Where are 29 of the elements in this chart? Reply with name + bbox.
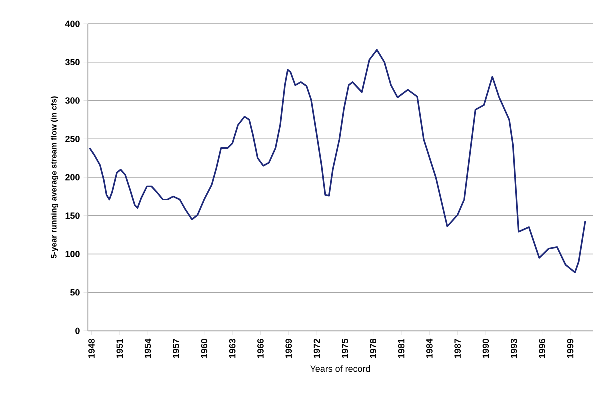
y-tick-label: 400 bbox=[65, 20, 80, 28]
x-tick-label: 1969 bbox=[286, 339, 292, 358]
x-tick-label: 1993 bbox=[510, 339, 518, 358]
x-tick-label: 1975 bbox=[342, 339, 348, 358]
line-series bbox=[89, 49, 586, 274]
x-tick-label: 1960 bbox=[201, 339, 208, 358]
x-tick-label: 1996 bbox=[539, 339, 546, 358]
x-tick-label: 1999 bbox=[567, 339, 574, 358]
x-tick-label: 1972 bbox=[314, 339, 320, 358]
x-tick-label: 1951 bbox=[116, 339, 124, 358]
x-tick-label: 1954 bbox=[144, 338, 152, 358]
y-tick-label: 250 bbox=[66, 136, 80, 142]
y-tick-label: 300 bbox=[65, 98, 80, 104]
y-tick-label: 350 bbox=[65, 59, 80, 66]
x-tick-label: 1987 bbox=[454, 339, 462, 358]
y-tick-label: 50 bbox=[70, 289, 80, 296]
x-tick-label: 1957 bbox=[173, 339, 180, 358]
x-tick-label: 1990 bbox=[482, 339, 490, 358]
y-tick-label: 0 bbox=[76, 328, 80, 334]
x-tick-label: 1981 bbox=[398, 339, 405, 358]
x-tick-label: 1978 bbox=[370, 339, 377, 358]
y-tick-label: 100 bbox=[66, 251, 80, 258]
y-tick-label: 200 bbox=[66, 174, 80, 181]
x-axis-title: Years of record bbox=[310, 366, 370, 372]
x-tick-label: 1966 bbox=[258, 339, 264, 358]
x-tick-label: 1948 bbox=[88, 339, 95, 358]
x-tick-label: 1984 bbox=[426, 338, 433, 358]
x-tick-label: 1963 bbox=[229, 339, 236, 358]
y-tick-label: 150 bbox=[66, 212, 80, 220]
